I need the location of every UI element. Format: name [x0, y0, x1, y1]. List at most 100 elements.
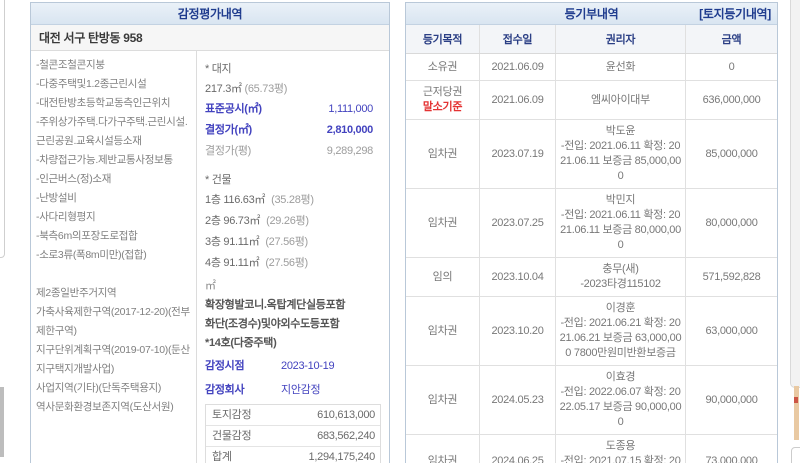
zoning-line: 사업지역(기타)(단독주택용지) — [36, 382, 162, 394]
holder-cell: 도종용 -전입: 2021.07.15 확정: 2021.06.28 보증금 — [556, 435, 686, 463]
cancellation-base-badge: 말소기준 — [422, 101, 463, 113]
holder-cell: 이경훈 -전입: 2021.06.21 확정: 2021.06.21 보증금 6… — [556, 297, 686, 365]
feature-line: -난방설비 — [36, 192, 77, 204]
appraisal-company-row: 감정회사 지안감정 — [205, 384, 321, 396]
appraisal-panel-body: -철콘조철콘지붕 -다중주택및1.2종근린시설 -대전탄방초등학교동측인근위치 … — [31, 51, 389, 463]
decided-price-sqm-row: 결정가(㎡) 2,810,000 — [205, 124, 373, 136]
purpose-cell: 임의 — [406, 258, 480, 296]
left-scrollbar-sliver[interactable] — [0, 387, 4, 457]
holder-name: 박민지 — [605, 194, 636, 206]
appraisal-summary-table: 토지감정 610,613,000 건물감정 683,562,240 합계 1,2… — [205, 404, 381, 463]
amount-cell: 90,000,000 — [705, 393, 758, 406]
table-row: 임차권 2024.05.23 이효경 -전입: 2022.06.07 확정: 2… — [406, 366, 777, 435]
table-row-auction: 임의 2023.10.04 충무(새) -2023타경115102 571,59… — [406, 258, 777, 297]
registry-panel-title: 등기부내역 [토지등기내역] — [406, 3, 777, 25]
total-appraisal-row: 합계 1,294,175,240 — [212, 451, 375, 463]
date-cell: 2023.10.04 — [480, 258, 556, 296]
registry-title-text: 등기부내역 — [564, 7, 619, 21]
holder-name: 이경훈 — [605, 302, 636, 314]
floor-line: 1층 116.63㎡ (35.28평) — [205, 194, 314, 206]
right-adjacent-box-edge — [791, 447, 800, 463]
holder-name: 이효경 — [605, 371, 636, 383]
floor-line: 4층 91.11㎡ (27.56평) — [205, 257, 308, 269]
land-area-pyeong: (65.73평) — [244, 83, 288, 95]
unit-note: ㎡ — [205, 280, 216, 292]
table-row: 임차권 2023.07.25 박민지 -전입: 2021.06.11 확정: 2… — [406, 189, 777, 258]
date-cell: 2021.06.09 — [480, 54, 556, 80]
purpose-cell: 근저당권 말소기준 — [406, 81, 480, 119]
zoning-line: 제2종일반주거지역 — [36, 287, 117, 299]
holder-detail: -전입: 2021.07.15 확정: 2021.06.28 보증금 — [560, 455, 681, 463]
land-area-sqm: 217.3㎡ — [205, 83, 242, 95]
table-row: 임차권 2023.10.20 이경훈 -전입: 2021.06.21 확정: 2… — [406, 297, 777, 366]
date-cell: 2024.06.25 — [480, 435, 556, 463]
purpose-cell: 임차권 — [406, 120, 480, 188]
table-row: 임차권 2024.06.25 도종용 -전입: 2021.07.15 확정: 2… — [406, 435, 777, 463]
case-number: -2023타경115102 — [580, 278, 661, 290]
holder-detail: -전입: 2022.06.07 확정: 2022.05.17 보증금 90,00… — [559, 386, 682, 428]
appraisal-panel: 감정평가내역 대전 서구 탄방동 958 -철콘조철콘지붕 -다중주택및1.2종… — [30, 2, 390, 463]
amount-cell: 85,000,000 — [705, 147, 758, 160]
purpose-cell: 임차권 — [406, 435, 480, 463]
amount-cell: 73,000,000 — [705, 455, 758, 463]
table-row: 소유권 2021.06.09 윤선화 0 — [406, 54, 777, 81]
holder-name: 도종용 — [605, 440, 636, 452]
property-features-column: -철콘조철콘지붕 -다중주택및1.2종근린시설 -대전탄방초등학교동측인근위치 … — [31, 51, 197, 463]
feature-line: -철콘조철콘지붕 — [36, 59, 105, 71]
zoning-line: 지구단위계획구역(2019-07-10)(둔산지구택지개발사업) — [36, 344, 190, 375]
feature-line: -사다리형평지 — [36, 211, 96, 223]
feature-line: -인근버스(정)소재 — [36, 173, 112, 185]
valuation-column: * 대지 217.3㎡ (65.73평) 표준공시(㎡) 1,111,000 결… — [197, 51, 389, 463]
land-registry-link[interactable]: [토지등기내역] — [699, 7, 771, 21]
holder-detail: -전입: 2021.06.21 확정: 2021.06.21 보증금 63,00… — [559, 317, 682, 359]
holder-name: 충무(새) — [602, 263, 639, 275]
feature-line: -차량접근가능.제반교통사정보통 — [36, 154, 173, 166]
land-area: 217.3㎡ (65.73평) — [205, 79, 389, 99]
col-header-holder: 권리자 — [556, 25, 686, 53]
feature-line: -주위상가주택.다가구주택.근린시설.근린공원.교육시설등소재 — [36, 116, 188, 147]
date-cell: 2023.10.20 — [480, 297, 556, 365]
amount-cell: 0 — [728, 60, 735, 73]
zoning-line: 역사문화환경보존지역(도산서원) — [36, 401, 174, 413]
holder-cell: 이효경 -전입: 2022.06.07 확정: 2022.05.17 보증금 9… — [556, 366, 686, 434]
official-price-row: 표준공시(㎡) 1,111,000 — [205, 103, 373, 115]
registry-panel: 등기부내역 [토지등기내역] 등기목적 접수일 권리자 금액 소유권 2021.… — [405, 2, 778, 463]
feature-line: -대전탄방초등학교동측인근위치 — [36, 97, 171, 109]
decided-price-pyeong-row: 결정가(평) 9,289,298 — [205, 145, 373, 157]
holder-cell: 박도윤 -전입: 2021.06.11 확정: 2021.06.11 보증금 8… — [556, 120, 686, 188]
date-cell: 2021.06.09 — [480, 81, 556, 119]
property-address: 대전 서구 탄방동 958 — [31, 25, 389, 51]
land-appraisal-row: 토지감정 610,613,000 — [206, 405, 380, 426]
building-appraisal-row: 건물감정 683,562,240 — [206, 426, 380, 447]
feature-line: -다중주택및1.2종근린시설 — [36, 78, 147, 90]
holder-detail: -전입: 2021.06.11 확정: 2021.06.11 보증금 80,00… — [560, 209, 681, 251]
holder-cell: 박민지 -전입: 2021.06.11 확정: 2021.06.11 보증금 8… — [556, 189, 686, 257]
feature-line: -북측6m의포장도로접합 — [36, 230, 138, 242]
date-cell: 2023.07.25 — [480, 189, 556, 257]
col-header-date: 접수일 — [480, 25, 556, 53]
holder-name: 박도윤 — [605, 125, 636, 137]
amount-cell: 571,592,828 — [702, 270, 761, 283]
appraisal-date-row: 감정시점 2023-10-19 — [205, 360, 335, 372]
table-row: 임차권 2023.07.19 박도윤 -전입: 2021.06.11 확정: 2… — [406, 120, 777, 189]
purpose-cell: 임차권 — [406, 366, 480, 434]
zoning-line: 가축사육제한구역(2017-12-20)(전부제한구역) — [36, 306, 190, 337]
amount-cell: 80,000,000 — [705, 216, 758, 229]
feature-line: -소로3류(폭8m미만)(접합) — [36, 249, 147, 261]
amount-cell: 63,000,000 — [705, 324, 758, 337]
building-section-label: * 건물 — [205, 174, 232, 186]
holder-detail: -전입: 2021.06.11 확정: 2021.06.11 보증금 85,00… — [560, 140, 681, 182]
spacer — [36, 265, 192, 284]
col-header-amount: 금액 — [721, 34, 742, 46]
right-adjacent-marker — [794, 397, 798, 403]
date-cell: 2024.05.23 — [480, 366, 556, 434]
floor-line: 3층 91.11㎡ (27.56평) — [205, 236, 308, 248]
holder-cell: 엠씨아이대부 — [556, 81, 686, 119]
purpose-cell: 임차권 — [406, 189, 480, 257]
col-header-purpose: 등기목적 — [406, 25, 480, 53]
appraisal-panel-title: 감정평가내역 — [31, 3, 389, 25]
right-adjacent-panel-edge — [790, 0, 800, 388]
registry-table-header: 등기목적 접수일 권리자 금액 — [406, 25, 777, 54]
date-cell: 2023.07.19 — [480, 120, 556, 188]
